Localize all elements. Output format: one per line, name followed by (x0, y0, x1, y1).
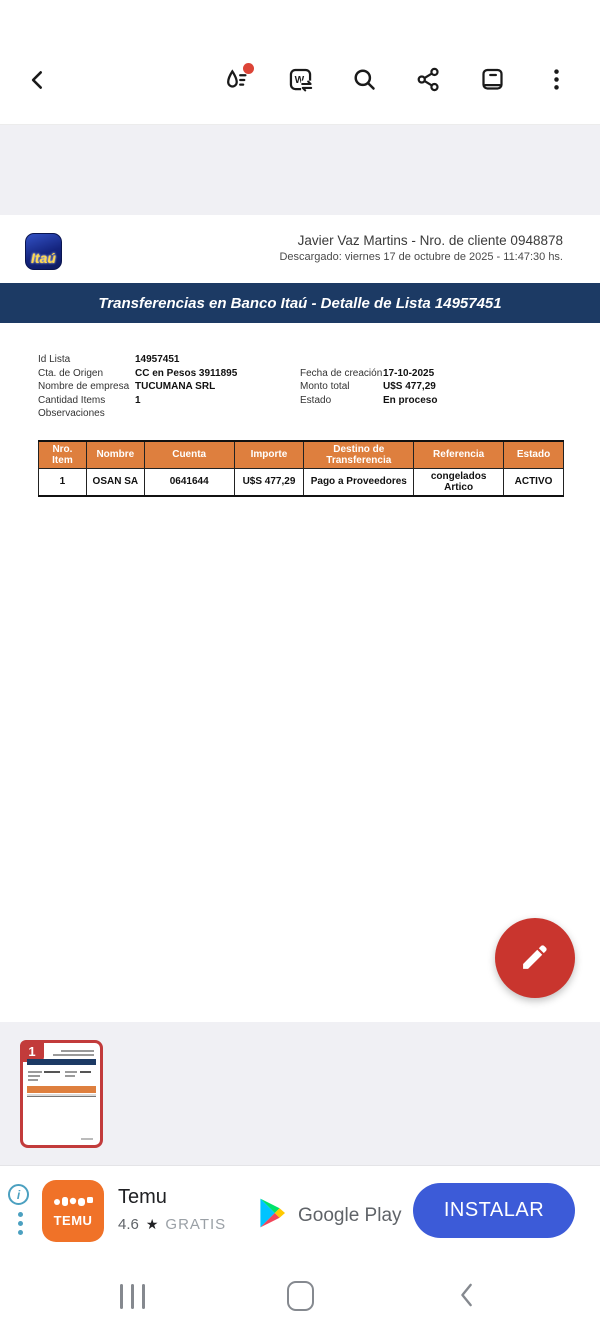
client-line: Javier Vaz Martins - Nro. de cliente 094… (297, 233, 563, 248)
app-toolbar: W (0, 40, 600, 125)
cell-referencia: congelados Artico (413, 467, 505, 496)
cell-nombre: OSAN SA (85, 467, 145, 496)
share-icon (415, 66, 442, 96)
document-header: Itaú Javier Vaz Martins - Nro. de client… (0, 215, 600, 270)
nav-back-button[interactable] (439, 1268, 495, 1324)
temu-mascots-icon (53, 1194, 93, 1212)
convert-to-word-button[interactable]: W (268, 59, 332, 103)
temu-app-icon[interactable]: TEMU (42, 1180, 104, 1242)
cell-importe: U$S 477,29 (233, 467, 305, 496)
home-icon (286, 1281, 314, 1311)
toolbar-actions: W (204, 59, 588, 103)
document-title-banner: Transferencias en Banco Itaú - Detalle d… (0, 283, 600, 323)
field-estado: Estado En proceso (300, 394, 438, 406)
ad-banner: i TEMU Temu 4.6 ★ GRATIS Google Play IN (0, 1165, 600, 1262)
ad-info-icon[interactable]: i (8, 1184, 29, 1205)
search-icon (351, 66, 378, 96)
recents-button[interactable] (104, 1268, 160, 1324)
col-cuenta: Cuenta (143, 440, 235, 469)
table-row: 1 OSAN SA 0641644 U$S 477,29 Pago a Prov… (38, 467, 564, 496)
field-cantidad-items: Cantidad Items 1 (38, 394, 141, 406)
reader-mode-button[interactable] (460, 59, 524, 103)
pdf-viewer: Itaú Javier Vaz Martins - Nro. de client… (0, 125, 600, 1165)
page-thumbnail[interactable]: 1 (20, 1040, 103, 1148)
google-play-label: Google Play (298, 1204, 402, 1226)
share-button[interactable] (396, 59, 460, 103)
rating-value: 4.6 (118, 1216, 139, 1233)
table-header-row: Nro. Item Nombre Cuenta Importe Destino … (38, 440, 564, 469)
field-nombre-empresa: Nombre de empresa TUCUMANA SRL (38, 381, 216, 392)
downloaded-line: Descargado: viernes 17 de octubre de 202… (279, 251, 563, 263)
ad-app-name[interactable]: Temu (118, 1186, 167, 1208)
back-button[interactable] (16, 59, 60, 103)
recents-icon (119, 1283, 145, 1309)
field-cta-origen: Cta. de Origen CC en Pesos 3911895 (38, 367, 238, 379)
search-button[interactable] (332, 59, 396, 103)
google-play-icon (258, 1196, 288, 1235)
reader-mode-icon (479, 66, 506, 96)
ink-annotate-button[interactable] (204, 59, 268, 103)
cell-nro-item: 1 (38, 467, 87, 496)
ad-options-dots-icon[interactable] (8, 1212, 32, 1235)
field-observaciones: Observaciones (38, 408, 105, 419)
back-arrow-icon (25, 67, 51, 96)
transfers-table: Nro. Item Nombre Cuenta Importe Destino … (38, 439, 564, 497)
more-options-button[interactable] (524, 59, 588, 103)
col-nro-item: Nro. Item (38, 440, 87, 469)
cell-estado: ACTIVO (503, 467, 564, 496)
cell-destino: Pago a Proveedores (303, 467, 415, 496)
col-referencia: Referencia (413, 440, 505, 469)
field-monto-total: Monto total U$S 477,29 (300, 381, 436, 392)
document-fields: Id Lista 14957451 Cta. de Origen CC en P… (38, 353, 600, 421)
itau-logo: Itaú (25, 233, 62, 270)
notification-dot (243, 63, 254, 74)
page-number-badge: 1 (20, 1040, 44, 1062)
col-nombre: Nombre (85, 440, 145, 469)
price-label: GRATIS (165, 1216, 227, 1233)
edit-fab[interactable] (495, 918, 575, 998)
svg-text:W: W (294, 75, 304, 86)
more-options-icon (543, 66, 570, 96)
star-icon: ★ (145, 1216, 159, 1232)
field-fecha-creacion: Fecha de creación 17-10-2025 (300, 367, 435, 379)
document-page: Itaú Javier Vaz Martins - Nro. de client… (0, 215, 600, 1022)
google-play-link[interactable]: Google Play (258, 1196, 402, 1235)
col-destino: Destino de Transferencia (303, 440, 415, 469)
ink-annotate-icon (223, 66, 250, 96)
col-importe: Importe (233, 440, 305, 469)
field-id-lista: Id Lista 14957451 (38, 354, 180, 365)
status-bar (0, 0, 600, 40)
home-button[interactable] (272, 1268, 328, 1324)
install-button[interactable]: INSTALAR (413, 1183, 575, 1238)
temu-icon-text: TEMU (53, 1213, 93, 1228)
ad-rating-row: 4.6 ★ GRATIS (118, 1216, 226, 1233)
cell-cuenta: 0641644 (143, 467, 235, 496)
document-title: Transferencias en Banco Itaú - Detalle d… (98, 294, 502, 312)
convert-to-word-icon: W (287, 66, 314, 96)
android-nav-bar (0, 1262, 600, 1333)
nav-back-icon (456, 1280, 478, 1313)
col-estado: Estado (503, 440, 564, 469)
itau-logo-text: Itaú (31, 250, 56, 266)
pencil-icon (518, 940, 552, 977)
